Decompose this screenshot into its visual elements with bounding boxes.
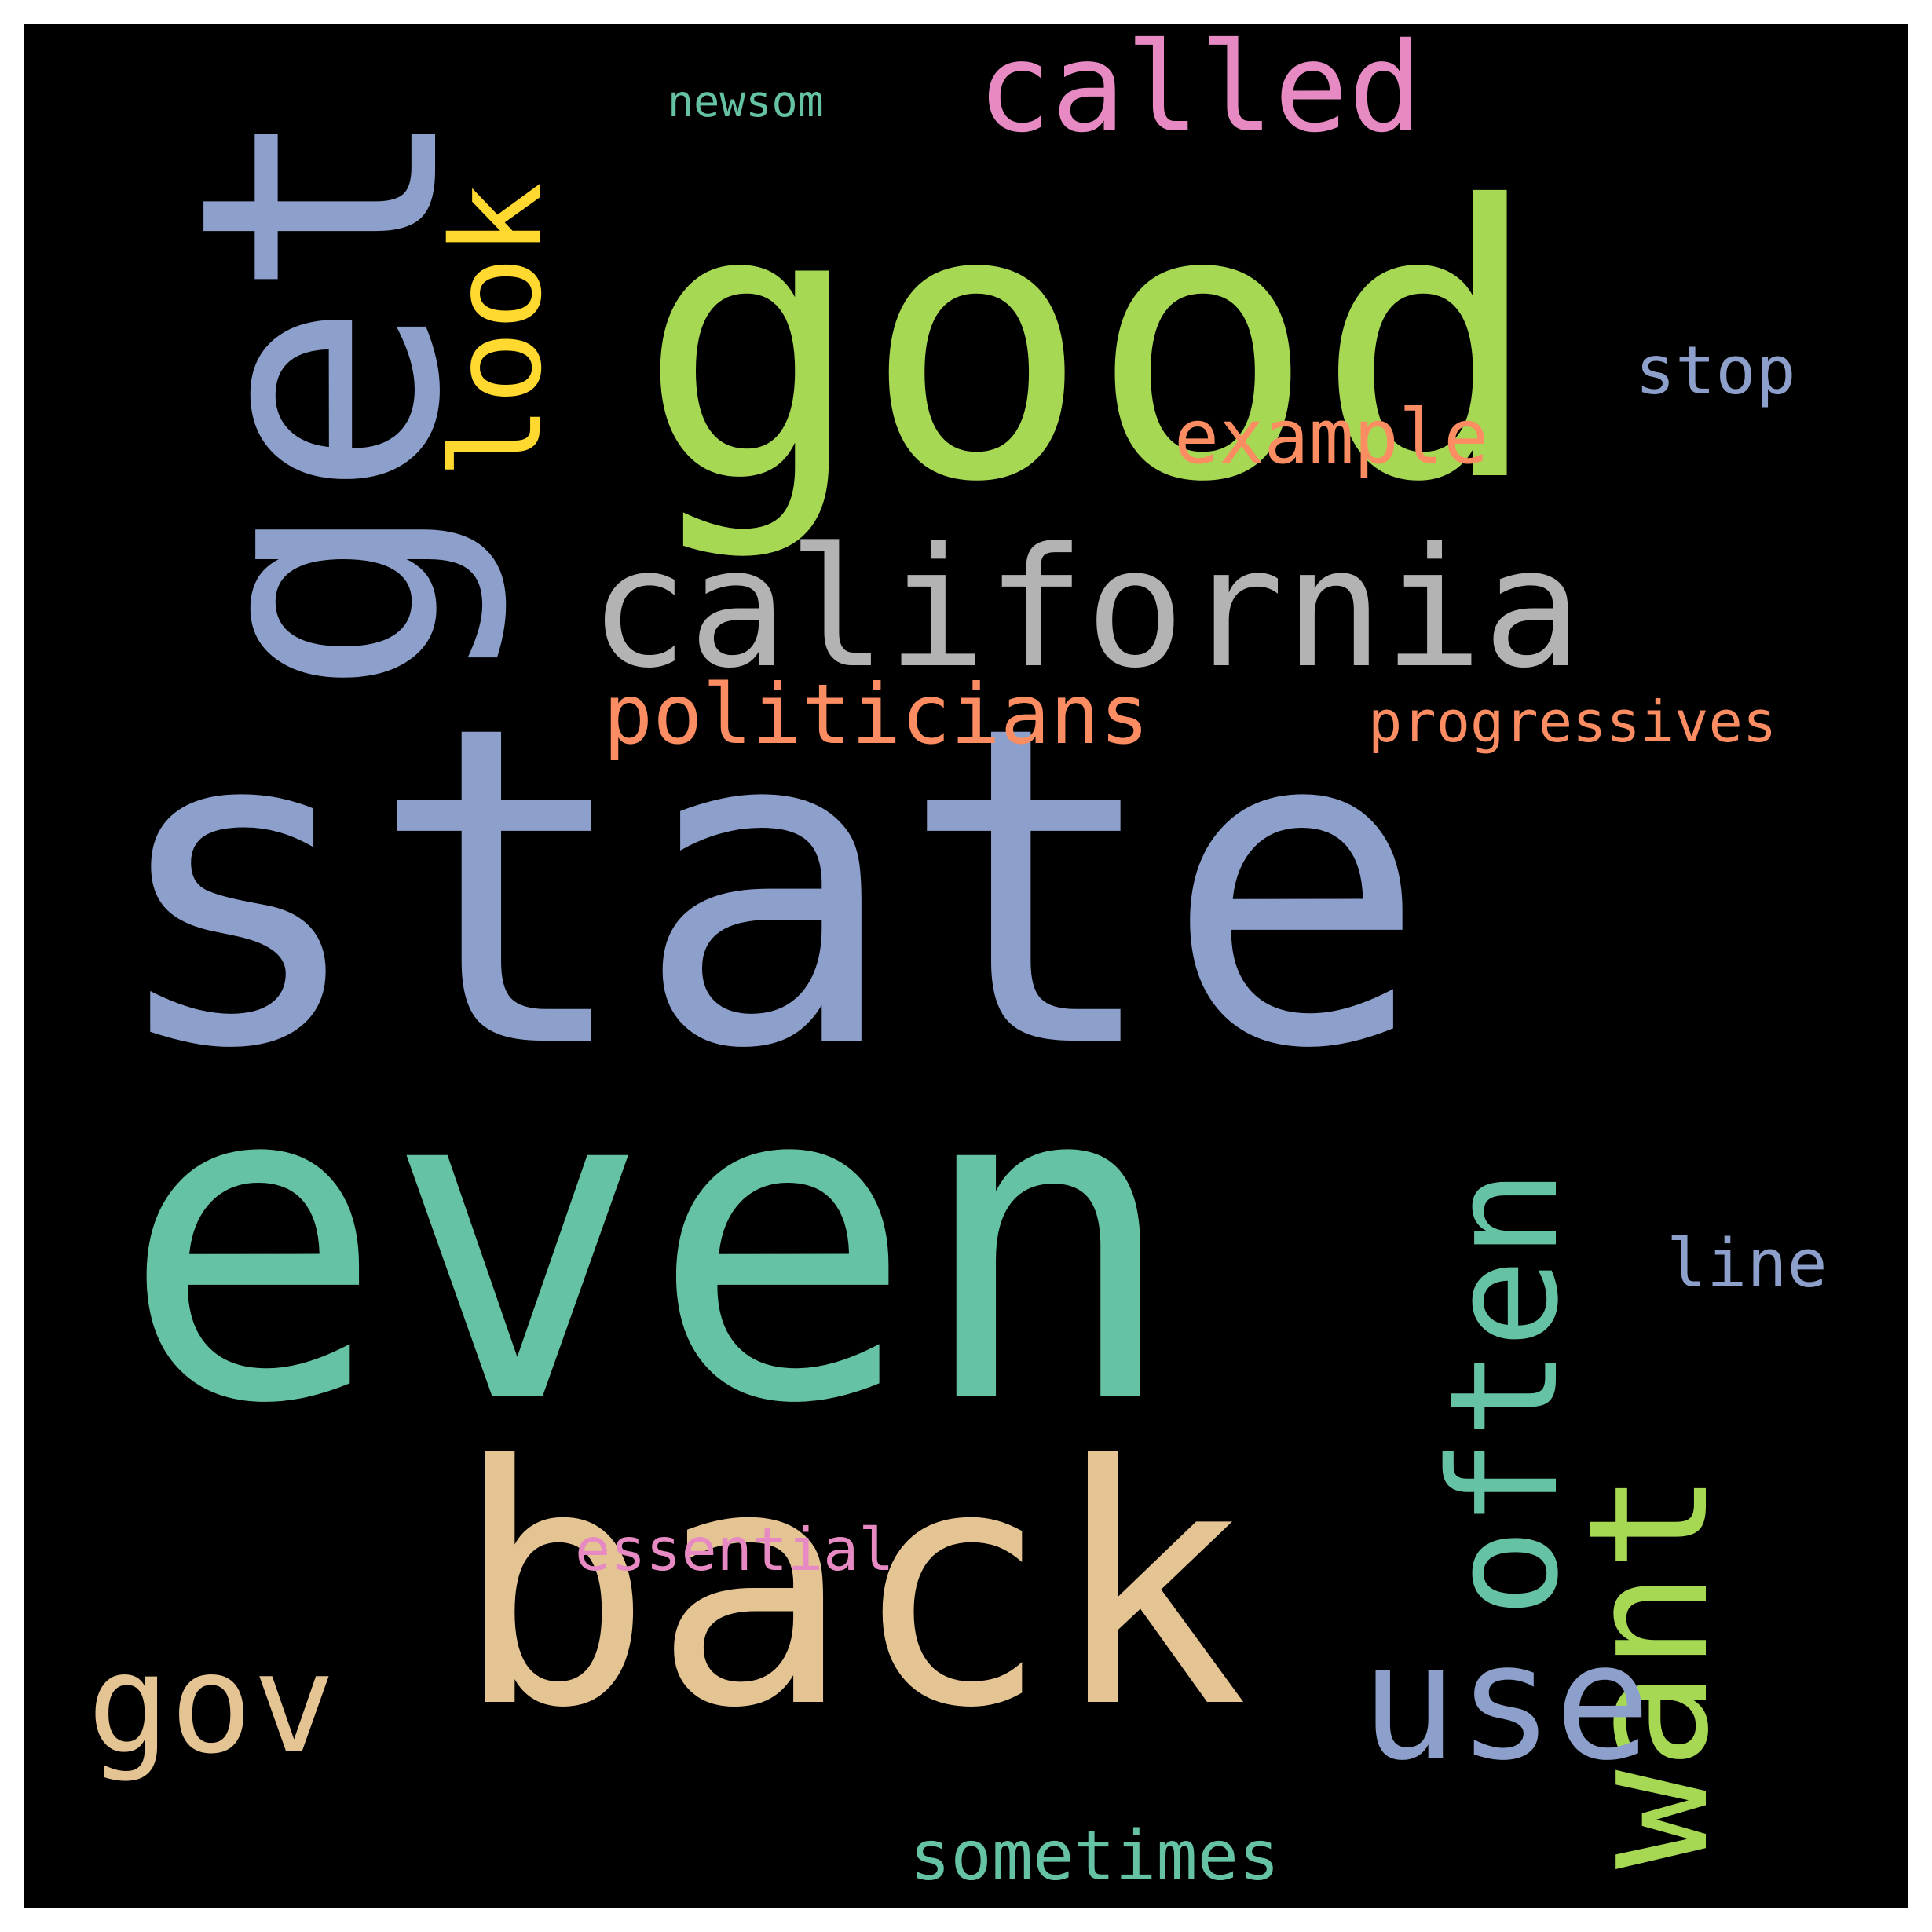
word-california: california bbox=[589, 512, 1583, 704]
word-called: called bbox=[977, 24, 1423, 160]
word-good: good bbox=[638, 126, 1542, 564]
word-politicians: politicians bbox=[603, 667, 1150, 763]
word-stop: stop bbox=[1635, 332, 1796, 410]
word-cloud-canvas: state even good back get california want… bbox=[24, 24, 1908, 1908]
word-often: often bbox=[1418, 1169, 1591, 1618]
word-back: back bbox=[454, 1396, 1249, 1780]
word-progressives: progressives bbox=[1368, 689, 1777, 755]
word-use: use bbox=[1360, 1609, 1652, 1796]
word-sometimes: sometimes bbox=[909, 1816, 1280, 1896]
word-state: state bbox=[104, 633, 1429, 1145]
word-gov: gov bbox=[87, 1625, 336, 1784]
word-line: line bbox=[1667, 1225, 1828, 1303]
word-example: example bbox=[1174, 394, 1489, 481]
word-essential: essential bbox=[575, 1515, 895, 1584]
word-newsom: newsom bbox=[668, 76, 824, 126]
word-look: look bbox=[426, 181, 569, 479]
word-even: even bbox=[120, 988, 1180, 1500]
